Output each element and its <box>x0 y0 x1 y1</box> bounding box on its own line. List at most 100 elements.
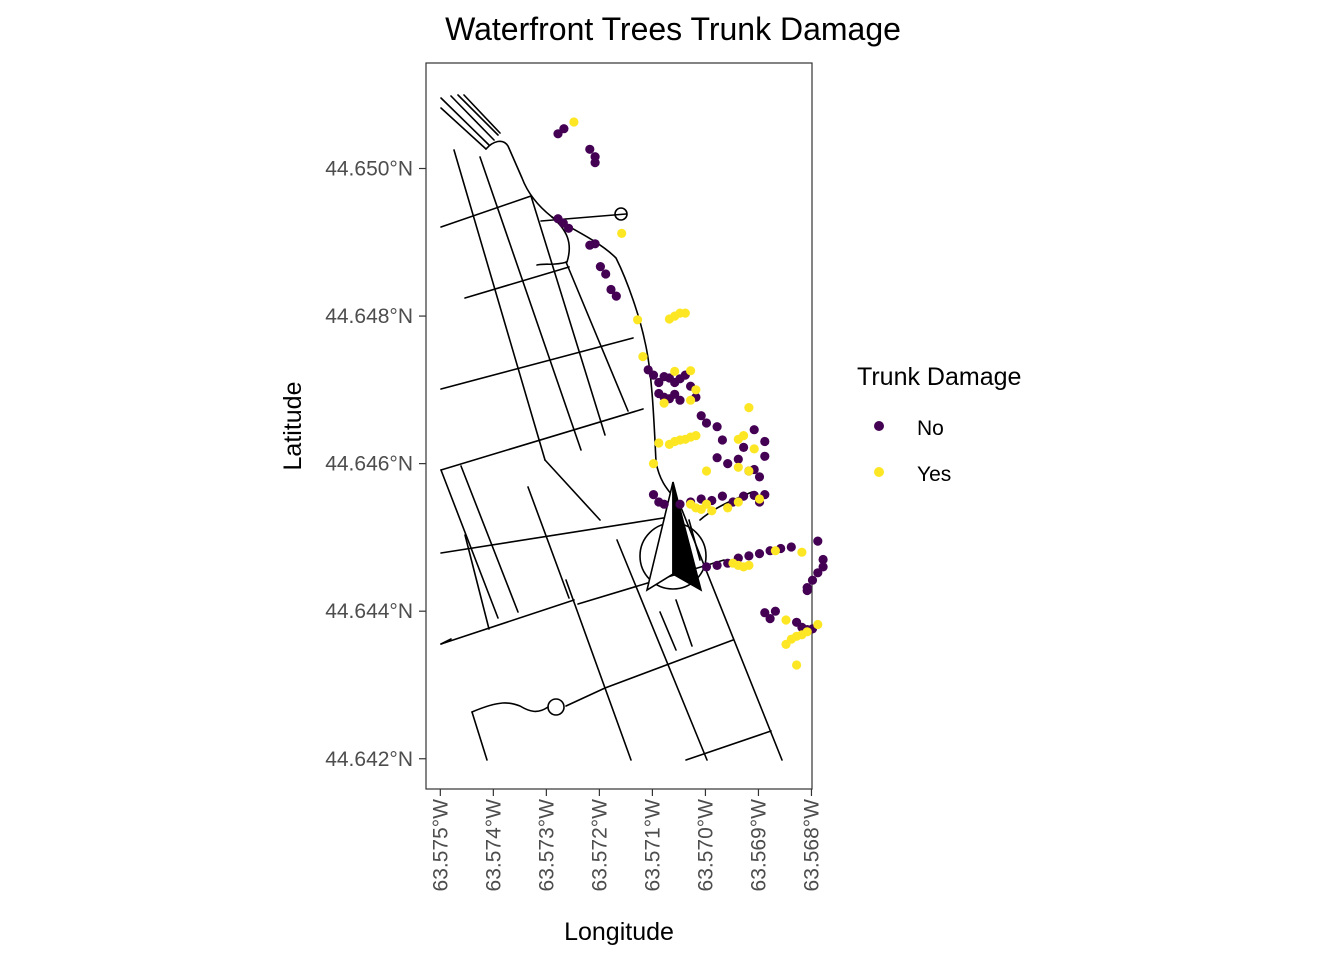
tree-point-no <box>770 606 781 616</box>
y-tick-label: 44.648°N <box>325 305 413 328</box>
tree-point-yes <box>723 503 733 513</box>
tree-point-no <box>712 453 722 463</box>
tree-point-yes <box>701 499 712 509</box>
x-tick-label: 63.570°W <box>694 799 717 892</box>
tree-point-no <box>813 568 823 578</box>
tree-point-no <box>749 425 759 435</box>
tree-point-no <box>744 551 754 561</box>
tree-point-no <box>712 422 722 432</box>
tree-point-no <box>786 542 796 552</box>
tree-point-no <box>648 490 659 500</box>
tree-point-no <box>813 536 823 546</box>
y-tick-label: 44.650°N <box>325 158 413 181</box>
tree-point-no <box>585 144 595 154</box>
tree-point-yes <box>797 547 807 557</box>
tree-point-no <box>611 291 621 301</box>
tree-point-yes <box>633 315 643 325</box>
tree-point-no <box>590 239 600 249</box>
y-tick-label: 44.642°N <box>325 748 413 771</box>
north-arrow-icon <box>639 481 707 592</box>
tree-point-no <box>670 389 680 399</box>
tree-point-yes <box>691 385 701 395</box>
tree-point-no <box>818 562 828 572</box>
x-tick-label: 63.575°W <box>429 799 452 892</box>
tree-point-no <box>564 223 574 233</box>
x-tick-label: 63.571°W <box>641 799 664 892</box>
tree-point-yes <box>813 619 823 630</box>
y-tick-label: 44.644°N <box>325 600 413 623</box>
map-title: Waterfront Trees Trunk Damage <box>445 11 901 47</box>
tree-point-no <box>765 614 775 624</box>
tree-point-no <box>733 454 743 464</box>
tree-point-no <box>717 435 728 445</box>
y-axis-title: Latitude <box>279 382 307 471</box>
x-tick-label: 63.574°W <box>482 799 505 892</box>
tree-point-yes <box>781 615 791 625</box>
tree-point-no <box>739 491 749 501</box>
tree-point-no <box>760 436 770 447</box>
tree-point-yes <box>686 395 696 405</box>
map-panel <box>425 62 813 790</box>
tree-point-yes <box>680 308 690 318</box>
tree-point-no <box>739 442 749 452</box>
x-axis-title: Longitude <box>564 918 674 946</box>
y-tick-label: 44.646°N <box>325 453 413 476</box>
tree-point-yes <box>648 459 659 469</box>
tree-point-no <box>696 411 706 421</box>
tree-point-no <box>606 284 616 295</box>
tree-point-no <box>717 491 728 501</box>
tree-point-no <box>760 608 770 618</box>
x-tick-label: 63.568°W <box>800 799 823 892</box>
tree-point-yes <box>670 366 680 376</box>
x-tick-label: 63.572°W <box>588 799 611 892</box>
tree-point-yes <box>792 660 802 670</box>
tree-point-no <box>675 395 685 405</box>
tree-point-yes <box>802 627 812 637</box>
tree-point-no <box>701 418 712 428</box>
tree-point-yes <box>770 546 781 556</box>
tree-point-no <box>601 269 611 279</box>
tree-point-yes <box>569 117 579 127</box>
tree-point-no <box>595 262 606 272</box>
tree-point-yes <box>744 560 754 571</box>
tree-point-yes <box>733 462 743 472</box>
legend: Trunk Damage No Yes <box>857 363 1021 486</box>
tree-point-yes <box>739 431 749 441</box>
tree-point-yes <box>701 466 712 476</box>
x-tick-label: 63.573°W <box>535 799 558 892</box>
tree-point-yes <box>781 639 791 650</box>
legend-key-no <box>874 421 884 431</box>
legend-title: Trunk Damage <box>857 363 1021 391</box>
tree-point-yes <box>654 438 664 448</box>
tree-point-yes <box>707 506 717 516</box>
tree-point-yes <box>691 431 701 441</box>
tree-point-no <box>712 560 722 571</box>
tree-point-no <box>648 370 659 380</box>
tree-point-no <box>754 549 765 559</box>
legend-key-yes <box>874 467 884 477</box>
legend-label-yes: Yes <box>917 463 951 486</box>
x-tick-label: 63.569°W <box>747 799 770 892</box>
tree-point-yes <box>617 228 627 238</box>
tree-point-no <box>754 472 765 482</box>
tree-point-no <box>654 377 664 388</box>
tree-point-no <box>802 585 812 596</box>
tree-point-no <box>818 554 828 565</box>
tree-point-no <box>701 562 712 572</box>
tree-point-yes <box>744 466 754 476</box>
tree-point-no <box>760 451 770 461</box>
street-network <box>440 94 783 761</box>
tree-point-no <box>807 575 818 585</box>
tree-point-no <box>675 499 685 509</box>
tree-point-no <box>723 459 733 469</box>
tree-point-yes <box>733 497 743 507</box>
tree-point-yes <box>686 366 696 376</box>
tree-point-no <box>559 124 569 134</box>
legend-label-no: No <box>917 417 944 440</box>
tree-point-yes <box>749 444 759 454</box>
tree-point-yes <box>754 494 765 504</box>
tree-point-yes <box>659 398 669 408</box>
tree-point-no <box>659 499 669 509</box>
x-axis: 63.575°W 63.574°W 63.573°W 63.572°W 63.571°W… <box>429 789 823 891</box>
